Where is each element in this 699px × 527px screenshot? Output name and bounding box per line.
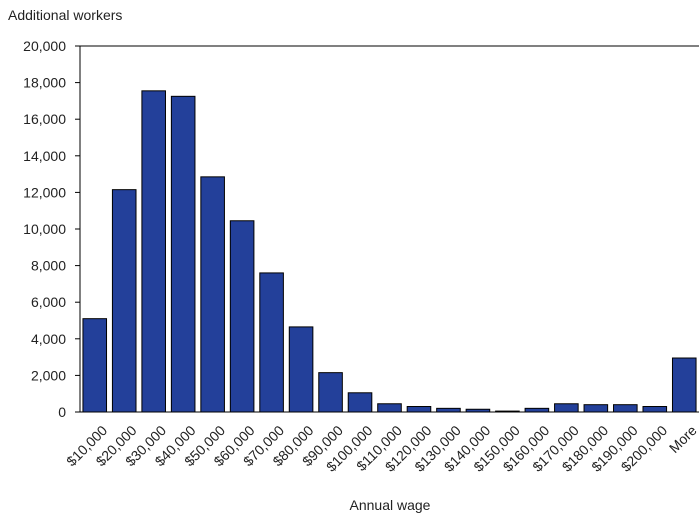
bar	[436, 407, 461, 413]
bar	[141, 90, 166, 413]
bar	[377, 403, 402, 413]
bar	[288, 326, 314, 413]
bar	[200, 176, 225, 413]
y-tick-label: 6,000	[31, 294, 66, 310]
y-tick-label: 2,000	[31, 367, 66, 383]
bar	[524, 407, 550, 413]
y-tick-label: 12,000	[23, 184, 66, 200]
y-tick-label: 4,000	[31, 331, 66, 347]
y-tick-label: 20,000	[23, 38, 66, 54]
y-tick-label: 14,000	[23, 148, 66, 164]
y-tick-label: 10,000	[23, 221, 66, 237]
y-tick-label: 8,000	[31, 258, 66, 274]
bar	[583, 404, 609, 413]
x-tick-label: More	[666, 422, 699, 456]
bar	[229, 220, 255, 413]
bar	[111, 189, 137, 413]
bar	[671, 357, 697, 413]
bar	[259, 272, 284, 413]
y-tick-label: 16,000	[23, 111, 66, 127]
bar	[347, 392, 373, 413]
bar	[613, 404, 638, 413]
y-tick-label: 0	[58, 404, 66, 420]
y-axis-title: Additional workers	[8, 7, 122, 23]
bar	[642, 406, 668, 413]
bar	[554, 403, 579, 413]
bar	[406, 406, 432, 413]
bar	[82, 318, 108, 413]
x-axis-title: Annual wage	[350, 497, 431, 513]
y-tick-label: 18,000	[23, 75, 66, 91]
bar	[318, 372, 343, 413]
bar	[170, 95, 196, 413]
